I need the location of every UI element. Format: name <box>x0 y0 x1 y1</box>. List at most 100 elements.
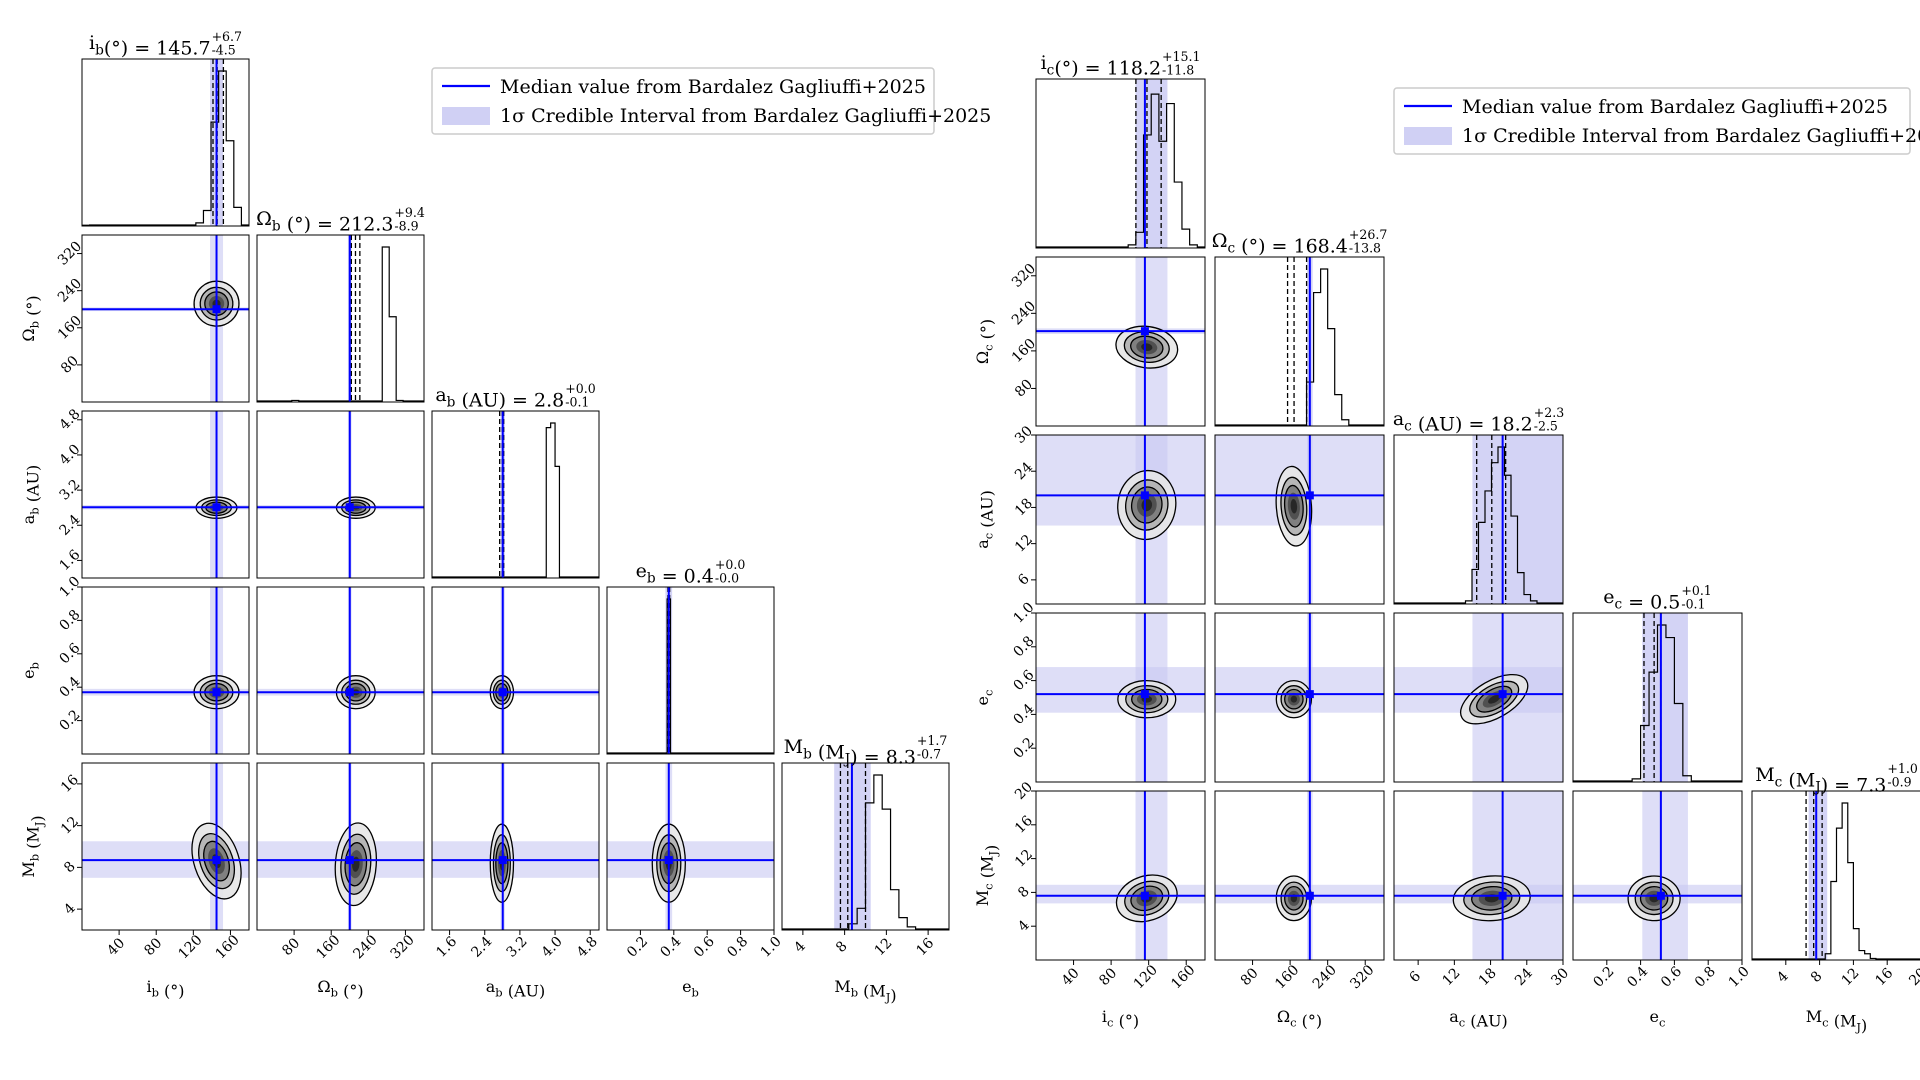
panel-content <box>1036 257 1205 426</box>
contour-line <box>1476 685 1513 713</box>
legend-median-label: Median value from Bardalez Gagliuffi+202… <box>500 76 926 98</box>
contour-line <box>1627 875 1681 922</box>
y-axis-label-e: eb <box>19 662 41 679</box>
median-reference-marker <box>212 688 221 697</box>
x-tick-label: 40 <box>104 935 128 959</box>
histogram-outline <box>1036 93 1205 248</box>
density-contours <box>1275 679 1313 719</box>
x-tick-label: 0.4 <box>657 934 684 961</box>
x-axis-label-M: Mc (MJ) <box>1806 1007 1867 1035</box>
x-axis-label-i: ib (°) <box>146 977 184 1000</box>
histogram-outline <box>432 422 599 578</box>
panel-content <box>1394 613 1563 782</box>
title-lower: -8.9 <box>394 219 418 234</box>
panel-background <box>82 587 249 754</box>
x-tick-label: 18 <box>1476 965 1500 989</box>
x-tick-label: 80 <box>1096 965 1120 989</box>
title-lower: -2.5 <box>1534 419 1558 434</box>
title-upper: +1.7 <box>917 733 947 748</box>
legend-planet-b: Median value from Bardalez Gagliuffi+202… <box>431 67 991 135</box>
x-tick-label: 12 <box>1440 965 1464 989</box>
x-tick-label: 1.0 <box>1726 964 1753 991</box>
panel-background <box>1036 791 1205 960</box>
y-tick-label: 30 <box>1012 423 1036 447</box>
y-tick-label: 0.8 <box>56 607 83 634</box>
scatter-panel-a-vs-Omega <box>1214 434 1385 605</box>
density-fill <box>1290 498 1298 514</box>
median-reference-marker <box>1140 891 1149 900</box>
panel-frame <box>1214 612 1385 783</box>
panel-frame <box>606 586 775 755</box>
y-axis-label-e: ec <box>973 690 995 706</box>
panel-frame <box>1214 790 1385 961</box>
y-tick-label: 20 <box>1012 779 1036 803</box>
y-tick-label: 320 <box>1009 261 1039 291</box>
title-upper: +26.7 <box>1349 227 1387 242</box>
panel-frame <box>431 762 600 931</box>
contour-line <box>191 822 242 900</box>
title-upper: +9.4 <box>394 205 424 220</box>
x-tick-label: 120 <box>1131 962 1161 992</box>
scatter-panel-a-vs-i: 6 12 18 24 30 ac (AU) <box>973 423 1206 605</box>
panel-background <box>607 587 774 754</box>
x-tick-label: 0.6 <box>1658 964 1685 991</box>
y-tick-label: 1.0 <box>56 573 83 600</box>
contour-line <box>1280 476 1308 536</box>
y-tick-label: 4.0 <box>56 441 83 468</box>
histogram-outline <box>257 246 424 402</box>
panel-frame <box>81 234 250 403</box>
x-tick-label: 160 <box>313 932 343 962</box>
scatter-panel-e-vs-a <box>1393 612 1564 783</box>
panel-frame <box>431 410 600 579</box>
y-tick-label: 0.4 <box>1010 701 1037 728</box>
panel-background <box>257 235 424 402</box>
contour-line <box>1275 679 1313 719</box>
scatter-panel-Omega-vs-i: 80 160 240 320 Ωc (°) <box>973 256 1206 427</box>
y-axis-label-a: ac (AU) <box>973 490 996 549</box>
x-tick-label: 12 <box>872 935 896 959</box>
panel-content <box>257 587 424 754</box>
credible-interval-band-x <box>1642 791 1688 960</box>
panel-content <box>432 411 599 578</box>
legend-interval-label: 1σ Credible Interval from Bardalez Gagli… <box>1462 125 1920 147</box>
x-axis-label-M: Mb (MJ) <box>834 977 896 1005</box>
median-reference-marker <box>1140 690 1149 699</box>
x-tick-label: 0.2 <box>1590 964 1617 991</box>
panel-title-M: Mc (MJ) = 7.3+1.0-0.9 <box>1755 761 1918 797</box>
contour-line <box>334 822 378 907</box>
contour-line <box>1283 484 1304 528</box>
panel-content <box>1394 435 1563 604</box>
y-tick-label: 80 <box>1012 376 1036 400</box>
title-upper: +0.1 <box>1681 583 1711 598</box>
panel-frame <box>606 762 775 931</box>
x-tick-label: 240 <box>350 932 380 962</box>
contour-line <box>1471 885 1513 911</box>
scatter-panel-e-vs-i: 0.2 0.4 0.6 0.8 1.0 eb <box>19 573 250 755</box>
x-tick-label: 320 <box>388 932 418 962</box>
panel-background <box>257 587 424 754</box>
histogram-panel-Omega <box>1214 256 1385 427</box>
contour-line <box>340 833 372 895</box>
median-reference-marker <box>1305 891 1314 900</box>
density-fill <box>1290 695 1298 703</box>
x-tick-label: 30 <box>1548 965 1572 989</box>
histogram-panel-M: 4 8 12 16 Mb (MJ) <box>781 762 950 1005</box>
panel-background <box>82 411 249 578</box>
panel-content <box>1394 791 1563 960</box>
panel-content <box>1036 613 1205 782</box>
contour-line <box>344 842 368 887</box>
median-reference-marker <box>1305 491 1314 500</box>
panel-content <box>82 59 249 226</box>
title-upper: +15.1 <box>1162 49 1200 64</box>
y-tick-label: 240 <box>55 276 85 306</box>
x-tick-label: 0.4 <box>1624 964 1651 991</box>
panel-frame <box>1035 78 1206 249</box>
y-tick-label: 80 <box>58 353 82 377</box>
x-tick-label: 0.8 <box>1692 964 1719 991</box>
title-lower: -4.5 <box>212 43 236 58</box>
panel-content <box>1215 257 1384 426</box>
title-upper: +6.7 <box>212 29 242 44</box>
x-tick-label: 80 <box>1238 965 1262 989</box>
scatter-panel-M-vs-i: 4 8 12 16 20 Mc (MJ) 40 80 120 160 ic (°) <box>973 779 1206 1030</box>
